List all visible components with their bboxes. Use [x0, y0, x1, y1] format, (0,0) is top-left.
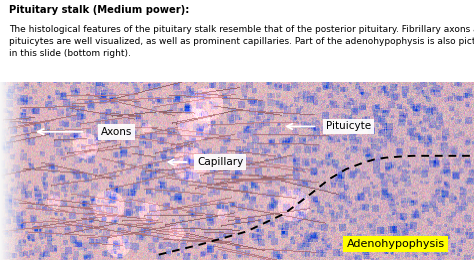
Text: Adenohypophysis: Adenohypophysis [346, 239, 445, 249]
Text: The histological features of the pituitary stalk resemble that of the posterior : The histological features of the pituita… [9, 25, 474, 58]
Text: Capillary: Capillary [197, 157, 244, 167]
Text: Axons: Axons [100, 127, 132, 137]
Text: Pituicyte: Pituicyte [326, 121, 371, 131]
Text: Pituitary stalk (Medium power):: Pituitary stalk (Medium power): [9, 5, 190, 15]
